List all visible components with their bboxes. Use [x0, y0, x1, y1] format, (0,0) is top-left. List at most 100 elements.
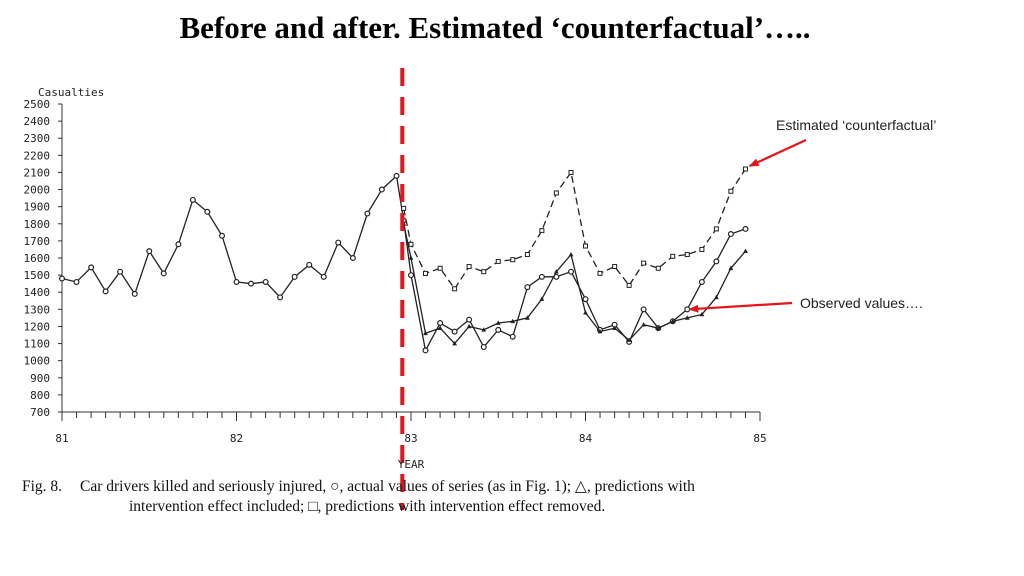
data-point-triangle: [452, 340, 458, 346]
data-point-square: [699, 246, 705, 252]
data-point-circle: [509, 333, 516, 340]
data-point-circle: [204, 208, 211, 215]
data-point-square: [401, 205, 407, 211]
data-point-triangle: [597, 328, 603, 334]
data-point-triangle: [510, 318, 516, 324]
y-tick-label: 800: [30, 389, 50, 402]
data-point-triangle: [408, 255, 414, 260]
data-point-triangle: [481, 327, 487, 332]
data-point-square: [597, 270, 603, 276]
y-tick-label: 1900: [24, 201, 51, 214]
data-point-triangle: [539, 296, 545, 301]
data-point-circle: [219, 232, 226, 239]
data-point-square: [408, 241, 414, 247]
data-point-square: [481, 269, 487, 275]
y-tick-label: 1600: [24, 252, 51, 265]
data-point-circle: [262, 278, 269, 285]
data-point-circle: [422, 347, 429, 354]
data-point-circle: [480, 343, 487, 350]
annotation-observed: Observed values….: [800, 295, 923, 311]
data-point-square: [510, 257, 516, 263]
data-point-circle: [582, 296, 589, 303]
data-point-circle: [437, 320, 444, 327]
data-point-square: [495, 258, 501, 264]
arrow-observed: [688, 301, 793, 313]
x-tick-label: 81: [55, 432, 68, 445]
x-tick-label: 85: [753, 432, 766, 445]
data-point-square: [568, 169, 574, 175]
data-point-circle: [117, 268, 124, 275]
data-point-square: [626, 282, 632, 288]
x-axis-label: YEAR: [398, 458, 425, 471]
x-tick-label: 82: [230, 432, 243, 445]
data-point-circle: [277, 294, 284, 301]
data-point-circle: [335, 239, 342, 246]
data-point-circle: [713, 258, 720, 265]
figure-caption: Fig. 8. Car drivers killed and seriously …: [22, 477, 782, 517]
y-tick-label: 2300: [24, 132, 51, 145]
x-tick-label: 84: [579, 432, 593, 445]
y-tick-label: 2500: [24, 98, 51, 111]
y-tick-label: 1300: [24, 303, 51, 316]
y-tick-label: 2200: [24, 149, 51, 162]
data-point-circle: [291, 273, 298, 280]
y-tick-label: 1500: [24, 269, 51, 282]
data-point-circle: [73, 278, 80, 285]
data-point-square: [728, 188, 734, 194]
data-point-circle: [175, 241, 182, 248]
data-point-square: [713, 226, 719, 232]
data-point-triangle: [466, 323, 472, 329]
y-tick-label: 2100: [24, 166, 51, 179]
data-point-circle: [408, 272, 415, 279]
data-point-square: [743, 166, 749, 172]
y-tick-label: 1700: [24, 235, 51, 248]
data-point-triangle: [495, 320, 501, 325]
data-point-circle: [306, 261, 313, 268]
y-tick-label: 1000: [24, 355, 51, 368]
data-point-circle: [495, 326, 502, 333]
x-tick-label: 83: [404, 432, 417, 445]
data-point-circle: [451, 328, 458, 335]
data-point-square: [612, 264, 618, 270]
data-point-triangle: [437, 325, 443, 330]
y-tick-label: 2000: [24, 184, 51, 197]
data-point-triangle: [728, 265, 734, 271]
data-point-circle: [727, 231, 734, 238]
data-point-circle: [58, 275, 65, 282]
data-point-square: [641, 260, 647, 266]
data-point-circle: [640, 306, 647, 313]
data-point-circle: [466, 316, 473, 323]
data-point-square: [466, 264, 472, 270]
data-point-triangle: [743, 248, 748, 253]
caption-line-2: intervention effect included; □, predict…: [129, 498, 606, 515]
data-point-circle: [349, 255, 356, 262]
y-tick-label: 900: [30, 372, 50, 385]
data-point-circle: [538, 273, 545, 280]
data-point-square: [655, 265, 661, 271]
data-point-circle: [320, 273, 327, 280]
data-point-triangle: [699, 311, 705, 317]
data-point-triangle: [626, 337, 632, 342]
y-axis-label: Casualties: [38, 86, 104, 99]
data-point-circle: [189, 196, 196, 203]
data-point-circle: [393, 172, 400, 179]
data-point-circle: [568, 268, 575, 275]
series-line-triangle: [403, 223, 747, 345]
data-point-square: [684, 252, 690, 258]
data-point-circle: [742, 225, 749, 232]
data-point-triangle: [612, 325, 618, 330]
chart-axes: 2500 2400 2300 2200 2100 2000 1900 1800 1700 1600…: [24, 98, 767, 445]
data-point-square: [583, 243, 588, 249]
chart-overlay: [400, 68, 807, 510]
y-tick-label: 1100: [24, 338, 51, 351]
caption-fig-label: Fig. 8.: [22, 478, 63, 495]
arrow-counterfactual: [748, 139, 807, 168]
data-point-square: [524, 252, 530, 258]
y-tick-label: 2400: [24, 115, 51, 128]
data-point-circle: [247, 280, 254, 287]
data-point-circle: [146, 248, 153, 255]
y-tick-label: 700: [30, 406, 50, 419]
data-point-square: [437, 265, 443, 271]
data-point-triangle: [568, 251, 574, 257]
